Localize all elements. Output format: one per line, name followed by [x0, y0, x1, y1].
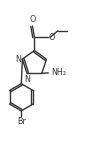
Text: NH₂: NH₂ — [51, 68, 66, 77]
Text: Br: Br — [17, 117, 26, 126]
Text: N: N — [24, 75, 30, 84]
Text: O: O — [49, 33, 55, 42]
Text: O: O — [29, 15, 36, 24]
Text: N: N — [15, 55, 21, 64]
